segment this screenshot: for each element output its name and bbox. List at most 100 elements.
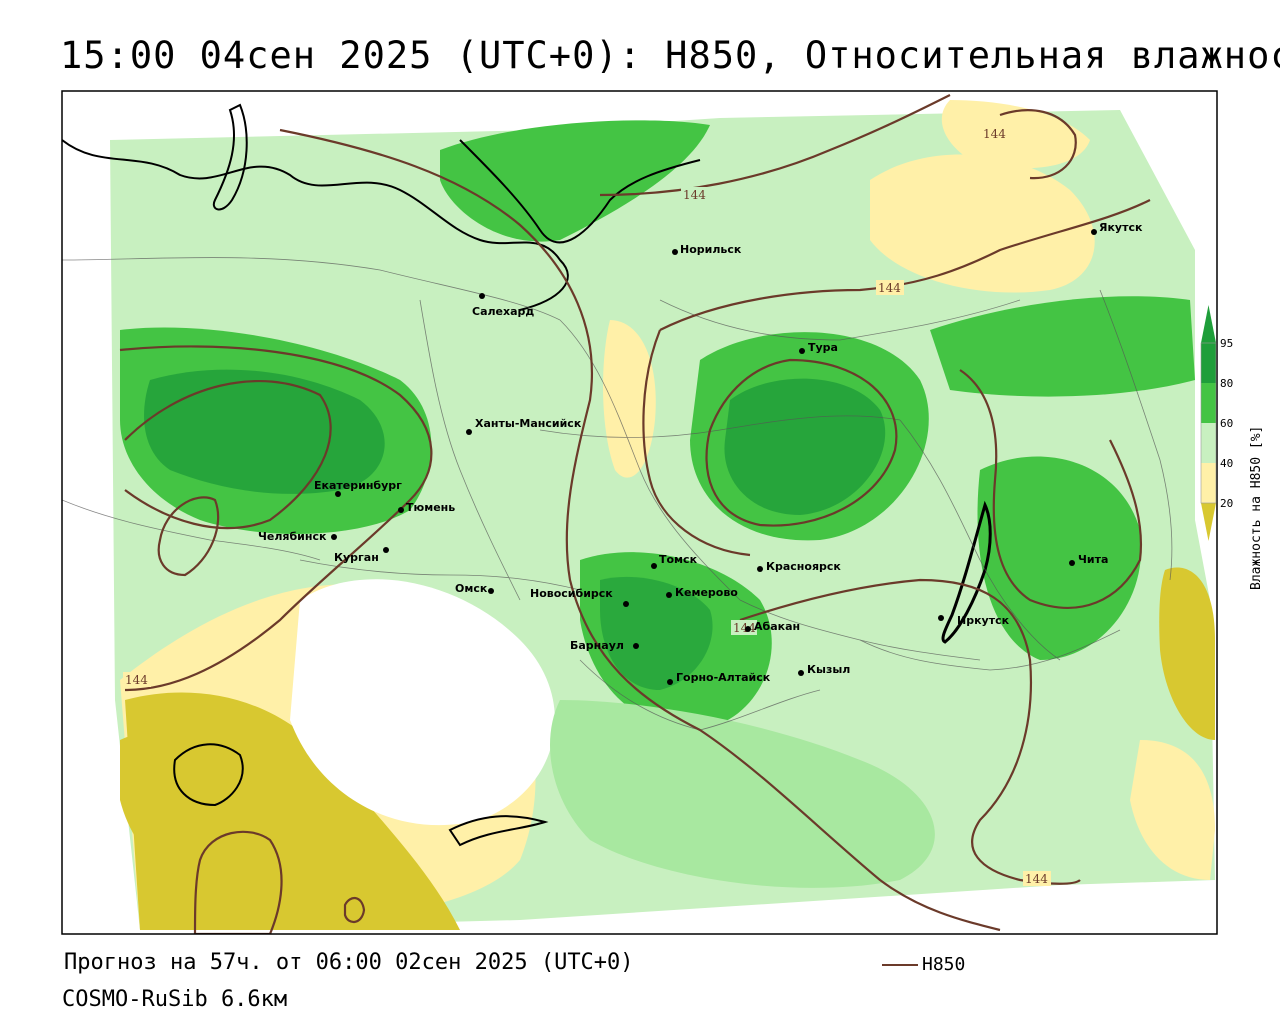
city-label-khanty-mansiysk: Ханты-Мансийск [475,417,582,430]
city-dot [651,563,657,569]
city-dot [335,491,341,497]
city-label-ekaterinburg: Екатеринбург [314,479,402,492]
city-label-chelyabinsk: Челябинск [258,530,327,543]
contour-small-sw [343,897,366,923]
admin-boundaries [62,257,1173,731]
caspian-coast [173,743,244,807]
city-label-omsk: Омск [455,582,488,595]
city-label-tyumen: Тюмень [406,501,455,514]
humidity-field: 144 144 144 144 144 144 Норильск Якутск … [62,94,1215,934]
very-dry-area-west [120,732,256,880]
very-wet-area-tura [724,378,886,515]
colorbar-band [1201,383,1216,423]
city-dot [667,679,673,685]
city-dot [757,566,763,572]
city-label-tura: Тура [808,341,838,354]
city-dot [633,643,639,649]
city-label-kyzyl: Кызыл [807,663,850,676]
h850-legend-label: H850 [922,954,966,975]
city-dot [1091,229,1097,235]
dry-area-northeast [870,154,1095,293]
city-dot [672,249,678,255]
h850-legend-line [882,963,918,966]
baikal-lake [941,500,992,644]
city-dot [488,588,494,594]
city-label-salekhard: Салехард [472,305,534,318]
city-label-kemerovo: Кемерово [675,586,738,599]
contour-labels: 144 144 144 144 144 144 [123,126,1051,886]
contour-main-west [119,345,433,692]
colorbar-arrow-bottom [1201,503,1216,541]
city-dot [331,534,337,540]
contour-east [959,369,1143,609]
city-dot [398,507,404,513]
clear-area-centre [290,579,555,826]
moist-area-south [550,700,935,888]
contour-tura-low [705,358,898,527]
novaya-zemlya [212,103,248,211]
city-dot [383,547,389,553]
city-label-kurgan: Курган [334,551,379,564]
city-dot [745,626,751,632]
contour-label: 144 [683,188,706,202]
contour-south-small [193,830,283,934]
contour-label: 144 [878,281,901,295]
contour-label: 144 [1025,872,1048,886]
forecast-info: Прогноз на 57ч. от 06:00 02сен 2025 (UTC… [64,950,634,975]
colorbar: 95 80 60 40 20 Влажность на H850 [%] [1200,305,1264,590]
colorbar-band [1201,343,1216,383]
arctic-coastline [62,139,569,311]
contour-north [599,94,951,197]
city-label-yakutsk: Якутск [1099,221,1143,234]
city-dot [623,601,629,607]
colorbar-tick: 20 [1220,497,1233,510]
contour-urals-small [157,496,220,577]
colorbar-tick: 40 [1220,457,1233,470]
city-label-novosibirsk: Новосибирск [530,587,613,600]
wet-area-baikal [977,456,1142,660]
cities: Норильск Якутск Салехард Тура Ханты-Манс… [258,221,1143,685]
city-dot [799,348,805,354]
colorbar-tick: 60 [1220,417,1233,430]
city-dot [479,293,485,299]
dry-area-east-south [1130,740,1215,880]
colorbar-tick: 80 [1220,377,1233,390]
yamal-coastline [459,139,701,244]
contour-tura-outer [642,329,751,557]
map-title: 15:00 04сен 2025 (UTC+0): H850, Относите… [60,34,1280,77]
city-label-gorno-altaysk: Горно-Алтайск [676,671,771,684]
city-dot [798,670,804,676]
h850-contours [119,94,1151,934]
wet-band-north [440,120,710,242]
contour-south-east [739,578,1081,885]
map-frame [61,90,1218,935]
city-dot [466,429,472,435]
dry-area-north [941,100,1090,169]
colorbar-title: Влажность на H850 [%] [1249,426,1264,590]
colorbar-band [1201,463,1216,503]
contour-label: 144 [733,621,756,635]
colorbar-arrow-top [1201,305,1216,343]
city-dot [938,615,944,621]
contour-north-east [999,109,1077,180]
city-label-tomsk: Томск [659,553,698,566]
contour-urals-low [124,379,332,530]
city-label-barnaul: Барнаул [570,639,624,652]
contour-label: 144 [983,127,1006,141]
city-label-abakan: Абакан [754,620,800,633]
wet-band-east [930,296,1195,397]
city-dot [1069,560,1075,566]
contour-main-central [279,128,1001,932]
city-label-krasnoyarsk: Красноярск [766,560,841,573]
h850-legend: H850 [882,954,965,975]
colorbar-tick: 95 [1220,337,1233,350]
city-label-irkutsk: Иркутск [957,614,1010,627]
dry-strip-centre [603,320,656,478]
model-name: COSMO-RuSib 6.6км [62,987,288,1012]
city-dot [666,592,672,598]
contour-mid [659,199,1151,331]
balkhash-lake [448,815,549,847]
colorbar-band [1201,423,1216,463]
city-label-chita: Чита [1078,553,1108,566]
